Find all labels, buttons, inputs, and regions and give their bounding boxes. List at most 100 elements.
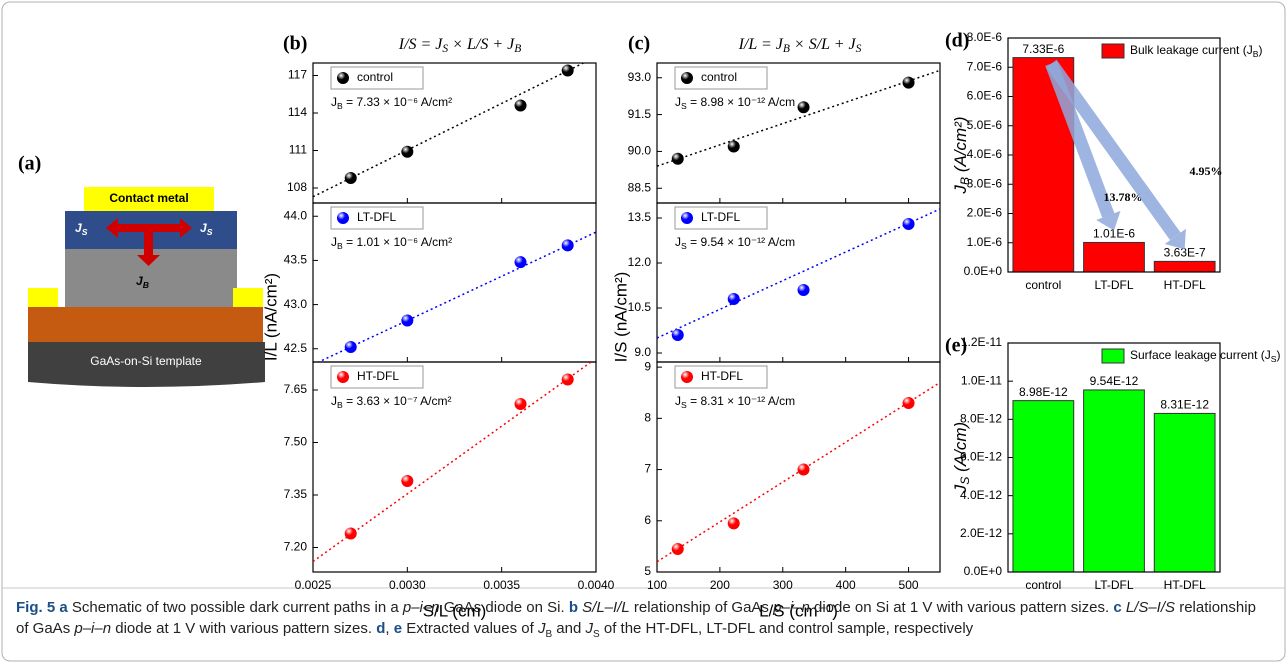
- text-run: J: [331, 95, 337, 109]
- caption-run: S: [593, 629, 600, 640]
- caption-run: J: [537, 620, 546, 637]
- plot-frame: [1007, 342, 1221, 573]
- x-tick-label: 0.0030: [389, 578, 426, 592]
- text-run: B: [337, 400, 343, 410]
- value-label: 3.63E-7: [1164, 246, 1206, 260]
- text-run: ): [1277, 348, 1281, 362]
- y-tick-label: 13.5: [628, 210, 652, 224]
- pad: [28, 288, 58, 307]
- contact-label: Contact metal: [109, 191, 188, 205]
- text-run: S: [82, 227, 88, 237]
- x-tick-label: LT-DFL: [1094, 578, 1133, 592]
- text-run: J: [675, 95, 681, 109]
- y-tick-label: 1.0E-11: [961, 373, 1002, 387]
- legend-box: [674, 365, 768, 389]
- text-run: × L/S + J: [448, 36, 515, 53]
- panel-label: (c): [628, 33, 650, 55]
- text-run: S: [207, 227, 213, 237]
- data-point: [514, 398, 527, 410]
- text-run: J: [951, 484, 970, 494]
- text-run: B: [783, 43, 790, 55]
- data-point: [671, 152, 684, 165]
- y-tick-label: 1.0E-6: [967, 235, 1003, 249]
- y-tick-label: 12.0: [628, 255, 652, 269]
- caption-run: relationship of GaAs: [16, 599, 1256, 637]
- caption-run: diode at 1 V with various pattern sizes.: [111, 620, 377, 637]
- y-tick-label: 114: [288, 105, 307, 119]
- text-run: = 7.33 × 10⁻⁶ A/cm²: [343, 95, 452, 109]
- fit-line: [316, 231, 596, 362]
- data-point: [514, 99, 527, 112]
- legend-marker: [337, 72, 349, 84]
- legend-swatch: [1101, 43, 1125, 59]
- caption-run: p–i–n: [402, 599, 440, 616]
- x-tick-label: HT-DFL: [1164, 278, 1206, 292]
- arrow-jb: [137, 232, 160, 266]
- x-tick-label: LT-DFL: [1094, 278, 1133, 292]
- y-tick-label: 7.20: [284, 540, 308, 554]
- y-tick-label: 7: [644, 462, 651, 476]
- y-tick-label: 5.0E-6: [967, 118, 1003, 132]
- fit-line: [313, 362, 593, 563]
- schematic: (a) Contact metal GaAs-on-Si template: [18, 153, 265, 387]
- bar: [1153, 412, 1216, 573]
- caption-run: b: [568, 599, 578, 616]
- y-tick-label: 93.0: [628, 70, 652, 84]
- x-tick-label: 0.0035: [483, 578, 520, 592]
- data-point: [344, 527, 357, 540]
- y-tick-label: 90.0: [628, 144, 652, 158]
- caption-run: Schematic of two possible dark current p…: [67, 599, 403, 616]
- js-label: JS: [200, 221, 213, 237]
- data-point: [671, 542, 684, 555]
- caption: Fig. 5 a Schematic of two possible dark …: [16, 597, 1266, 645]
- x-tick-label: 500: [899, 578, 919, 592]
- text-run: B: [337, 101, 343, 111]
- x-tick-label: 200: [710, 578, 730, 592]
- data-point: [797, 284, 810, 296]
- text-run: B: [1253, 49, 1259, 59]
- text-run: S: [1271, 354, 1277, 364]
- x-tick-label: 100: [647, 578, 667, 592]
- x-tick-label: 300: [773, 578, 793, 592]
- value-label: 7.33E-6: [1022, 42, 1064, 56]
- caption-run: a: [55, 599, 68, 616]
- value-label: 8.31E-12: [1160, 398, 1209, 412]
- caption-run: of the HT-DFL, LT-DFL and control sample…: [599, 620, 974, 637]
- data-point: [401, 145, 414, 158]
- text-run: × S/L + J: [790, 36, 857, 53]
- fit-annotation: JB = 7.33 × 10⁻⁶ A/cm²: [331, 95, 452, 111]
- data-point: [561, 64, 574, 77]
- text-run: B: [337, 241, 343, 251]
- legend-label: HT-DFL: [357, 369, 399, 383]
- data-point: [401, 314, 414, 327]
- annotation-arrow: [1045, 61, 1115, 218]
- text-run: J: [200, 221, 207, 235]
- legend-box: [674, 206, 768, 230]
- fit-line: [657, 208, 940, 339]
- data-point: [561, 239, 574, 252]
- y-tick-label: 5: [644, 564, 651, 578]
- text-run: = 3.63 × 10⁻⁷ A/cm²: [343, 394, 452, 408]
- bar: [1083, 389, 1145, 573]
- caption-run: diode on Si at 1 V with various pattern …: [809, 599, 1114, 616]
- annotation-label: 13.78%: [1104, 190, 1143, 204]
- data-point: [344, 340, 357, 353]
- y-tick-label: 6.0E-6: [967, 89, 1003, 103]
- panel-label: (e): [945, 335, 967, 357]
- text-run: ): [1259, 43, 1263, 57]
- legend-box: [330, 66, 424, 90]
- text-run: = 8.98 × 10⁻¹² A/cm: [687, 95, 795, 109]
- data-point: [727, 140, 740, 153]
- y-tick-label: 0.0E+0: [964, 264, 1003, 278]
- caption-run: B: [545, 629, 553, 640]
- data-point: [727, 517, 740, 530]
- fit-annotation: JS = 9.54 × 10⁻¹² A/cm: [675, 235, 795, 251]
- caption-run: relationship of GaAs: [629, 599, 774, 616]
- value-label: 1.01E-6: [1093, 227, 1135, 241]
- bar: [1012, 400, 1075, 573]
- text-run: I/S = J: [398, 36, 444, 53]
- text-run: J: [675, 235, 681, 249]
- fit-annotation: JB = 3.63 × 10⁻⁷ A/cm²: [331, 394, 452, 410]
- legend-marker: [337, 371, 349, 383]
